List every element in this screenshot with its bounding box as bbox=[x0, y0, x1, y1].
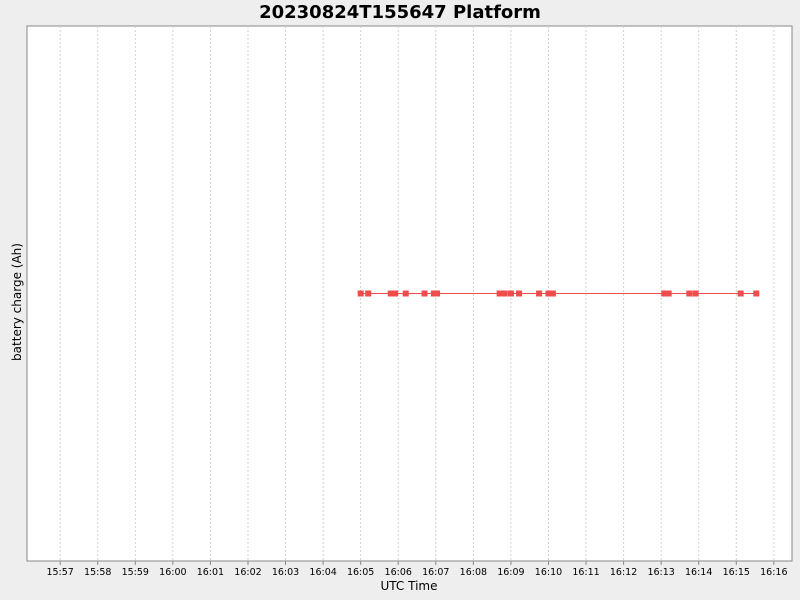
x-tick-label: 16:05 bbox=[347, 567, 374, 578]
data-point bbox=[516, 290, 523, 297]
data-point bbox=[692, 290, 699, 297]
data-point bbox=[536, 290, 543, 297]
x-tick-label: 16:06 bbox=[385, 567, 412, 578]
x-tick-label: 16:00 bbox=[159, 567, 186, 578]
data-point bbox=[430, 290, 437, 297]
data-point bbox=[549, 290, 556, 297]
data-point bbox=[753, 290, 760, 297]
data-point bbox=[387, 290, 394, 297]
x-tick-label: 16:13 bbox=[647, 567, 674, 578]
data-point bbox=[434, 290, 441, 297]
data-point bbox=[686, 290, 693, 297]
x-tick-label: 15:57 bbox=[46, 567, 73, 578]
grid bbox=[59, 26, 775, 561]
chart-title: 20230824T155647 Platform bbox=[259, 2, 541, 23]
series-layer bbox=[357, 290, 760, 297]
data-point bbox=[496, 290, 503, 297]
x-tick-label: 16:10 bbox=[535, 567, 562, 578]
x-tick-label: 16:14 bbox=[685, 567, 712, 578]
x-axis: 15:57 15:58 15:59 16:00 16:01 16:02 16:03 16:04… bbox=[46, 561, 788, 578]
data-point bbox=[661, 290, 668, 297]
data-point bbox=[402, 290, 409, 297]
x-tick-label: 15:58 bbox=[84, 567, 111, 578]
x-tick-label: 16:04 bbox=[309, 567, 336, 578]
x-tick-label: 16:08 bbox=[460, 567, 487, 578]
x-axis-label: UTC Time bbox=[381, 579, 438, 593]
data-point bbox=[421, 290, 428, 297]
x-tick-label: 16:16 bbox=[760, 567, 787, 578]
data-point bbox=[665, 290, 672, 297]
x-tick-label: 16:09 bbox=[497, 567, 524, 578]
x-tick-label: 16:07 bbox=[422, 567, 449, 578]
x-tick-label: 16:12 bbox=[610, 567, 637, 578]
data-point bbox=[545, 290, 552, 297]
x-tick-label: 16:11 bbox=[572, 567, 599, 578]
y-axis-label: battery charge (Ah) bbox=[10, 243, 24, 361]
x-tick-label: 15:59 bbox=[122, 567, 149, 578]
data-point bbox=[392, 290, 399, 297]
data-point bbox=[507, 290, 514, 297]
data-point bbox=[737, 290, 744, 297]
x-tick-label: 16:15 bbox=[723, 567, 750, 578]
x-tick-label: 16:02 bbox=[234, 567, 261, 578]
x-tick-label: 16:03 bbox=[272, 567, 299, 578]
data-point bbox=[365, 290, 372, 297]
x-tick-label: 16:01 bbox=[197, 567, 224, 578]
data-point bbox=[357, 290, 364, 297]
data-point bbox=[501, 290, 508, 297]
